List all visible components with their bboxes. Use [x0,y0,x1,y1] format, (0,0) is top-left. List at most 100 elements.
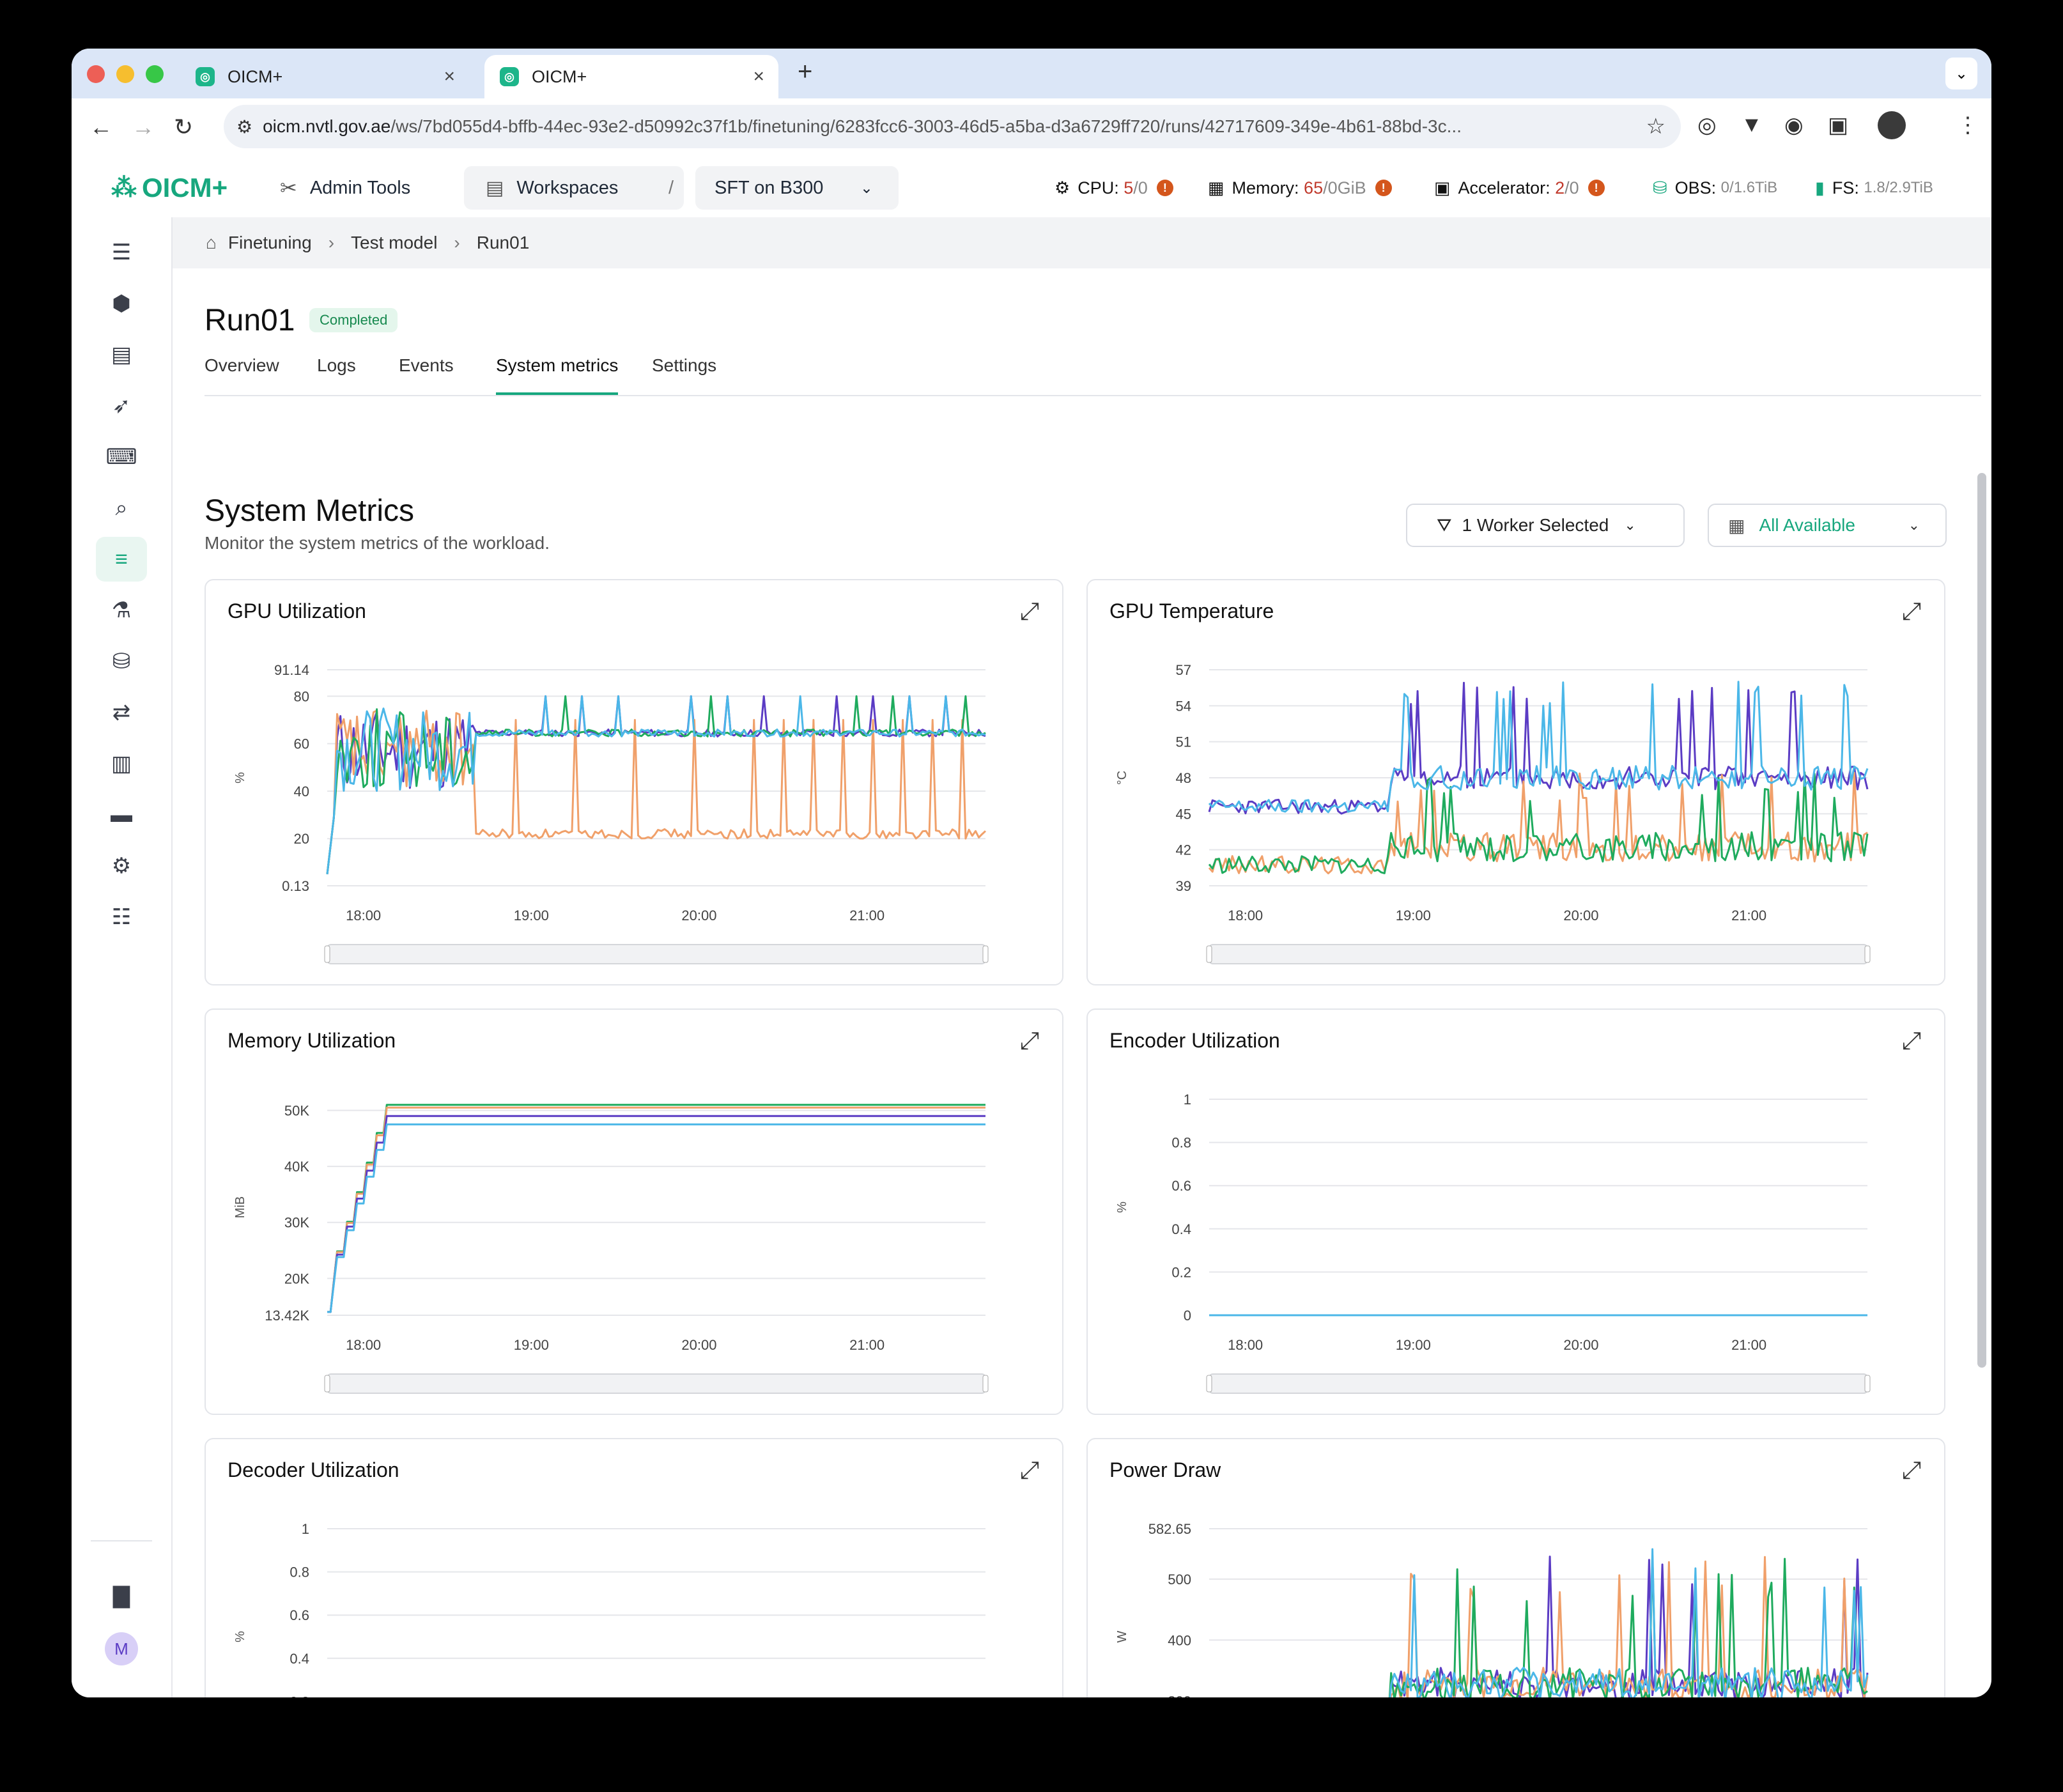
reload-icon[interactable]: ↻ [174,114,194,140]
expand-icon[interactable]: ⤢ [1901,1028,1921,1054]
admin-tools-button[interactable]: ✂ Admin Tools [280,166,410,210]
memory-series-line [327,1104,985,1313]
y-tick-label: 54 [1176,698,1191,714]
x-tick-label: 21:00 [849,1337,885,1353]
encoder-utilization-card: Encoder Utilization ⤢ 1 0.8 0.6 0.4 0.2 0% 18:… [1086,1008,1945,1415]
y-tick-label: 0 [1184,1308,1191,1324]
workspaces-button[interactable]: ▤ Workspaces [464,166,684,210]
y-tick-label: 13.42K [265,1308,309,1324]
zoom-window-icon[interactable] [146,65,164,83]
vpn-extension-icon[interactable]: ▼ [1741,112,1763,137]
zoom-slider-handle-right [1864,945,1871,963]
expand-icon[interactable]: ⤢ [1019,1028,1039,1054]
y-tick-label: 80 [294,688,309,704]
breadcrumb-test-model[interactable]: Test model [351,233,438,252]
time-range-select[interactable]: ▦ All Available ⌄ [1708,504,1947,547]
expand-icon[interactable]: ⤢ [1901,1457,1921,1484]
sidebar-item-storage-icon[interactable]: ▬ [111,802,132,827]
obs-label: OBS: [1674,178,1717,197]
sidebar-item-models-icon[interactable]: ⬢ [112,291,131,316]
y-tick-label: 300 [1168,1694,1191,1697]
memory-label: Memory: [1232,178,1299,197]
power-series-line [1389,1548,1869,1697]
sidebar-item-chip-icon[interactable]: ▥ [111,752,132,776]
zoom-slider-track [327,944,986,964]
y-tick-label: 0.2 [290,1694,309,1697]
sidebar-item-datasets-database-icon[interactable]: ⛁ [112,649,131,674]
browser-tab-1[interactable]: ◎ OICM+ × [180,55,469,98]
home-icon[interactable]: ⌂ [206,233,217,252]
zoom-slider-handle-right [982,945,989,963]
sidebar-item-deploy-rocket-icon[interactable]: ➶ [112,394,131,418]
file-icon: ▮ [1815,178,1825,197]
tab-settings[interactable]: Settings [652,355,717,375]
y-tick-label: 0.6 [1171,1178,1191,1194]
cpu-quota: ⚙ CPU: 5/0 ! [1055,158,1173,217]
user-avatar[interactable]: M [105,1632,138,1665]
back-icon[interactable]: ← [89,114,112,140]
sidebar-item-list-icon[interactable]: ☷ [111,905,132,929]
sidebar-divider [91,1540,152,1541]
logo-text: OICM+ [142,173,228,203]
tab-system-metrics[interactable]: System metrics [496,355,619,395]
y-tick-label: 57 [1176,662,1191,678]
x-tick-label: 20:00 [681,1337,716,1353]
zoom-slider-track [1209,944,1868,964]
expand-icon[interactable]: ⤢ [1019,1457,1039,1484]
docs-book-icon[interactable]: ▇ [112,1584,130,1608]
extension-icon[interactable]: ◎ [1697,113,1717,137]
admin-tools-label: Admin Tools [309,177,411,198]
menu-hamburger-icon[interactable]: ☰ [111,240,132,265]
bookmark-star-icon[interactable]: ☆ [1646,114,1665,139]
sidebar-item-settings-gear-icon[interactable]: ⚙ [111,854,132,878]
expand-icon[interactable]: ⤢ [1019,598,1039,625]
sidebar-item-code-icon[interactable]: ⌨ [105,445,137,469]
app-header: ⁂ OICM+ ✂ Admin Tools ▤ Workspaces / SFT… [72,158,1991,219]
password-extension-icon[interactable]: ◉ [1784,113,1804,137]
app-logo[interactable]: ⁂ OICM+ [111,173,228,203]
sidebar-item-dashboard-icon[interactable]: ▤ [111,343,132,367]
sidebar-item-transfer-icon[interactable]: ⇄ [112,700,131,725]
tab-search-icon[interactable]: ⌄ [1945,58,1977,89]
forward-icon[interactable]: → [132,114,155,140]
worker-filter-select[interactable]: ⛛ 1 Worker Selected ⌄ [1406,504,1685,547]
tab-logs[interactable]: Logs [317,355,356,375]
workspace-name: SFT on B300 [715,177,824,198]
memory-used: 65 [1304,178,1324,197]
y-tick-label: 0.13 [282,878,309,894]
chevron-down-icon: ⌄ [1908,517,1920,533]
close-window-icon[interactable] [87,65,105,83]
tab-overview[interactable]: Overview [205,355,279,375]
sidebar-item-analytics-icon[interactable]: ⌕ [115,495,128,520]
minimize-window-icon[interactable] [116,65,134,83]
power-draw-card: Power Draw ⤢ 582.65 500 400 300 228.44 W [1086,1438,1945,1697]
expand-icon[interactable]: ⤢ [1901,598,1921,625]
page-scrollbar[interactable] [1977,473,1986,1368]
sidebar-item-finetuning-icon[interactable]: ≡ [96,537,147,582]
fs-value: 1.8/2.9TiB [1864,179,1933,196]
sidebar-item-experiments-flask-icon[interactable]: ⚗ [111,598,132,622]
new-tab-icon[interactable]: + [798,58,813,86]
x-tick-label: 21:00 [1731,1337,1766,1353]
accelerator-total: /0 [1565,178,1579,197]
y-tick-label: 400 [1168,1632,1191,1648]
y-tick-label: 30K [284,1215,309,1231]
address-bar[interactable]: ⚙ oicm.nvtl.gov.ae/ws/7bd055d4-bffb-44ec… [224,105,1681,148]
profile-avatar[interactable] [1878,111,1906,139]
menu-kebab-icon[interactable]: ⋮ [1957,113,1979,137]
workspace-select[interactable]: SFT on B300 ⌄ [695,166,899,210]
close-tab-icon[interactable]: × [753,66,764,87]
gpu-utilization-chart: 91.14 80 60 40 20 0.13% 18:00 19:00 20:00 21:00 [233,662,989,964]
obs-value: 0/1.6TiB [1720,179,1778,196]
status-badge: Completed [309,308,398,332]
breadcrumb-finetuning[interactable]: Finetuning [228,233,312,252]
gpu-temp-series-line [1208,771,1868,875]
browser-tabstrip: ◎ OICM+ × ◎ OICM+ × + ⌄ [72,49,1991,98]
tab-events[interactable]: Events [399,355,454,375]
extensions-puzzle-icon[interactable]: ▣ [1828,113,1849,137]
close-tab-icon[interactable]: × [444,66,455,87]
browser-tab-2[interactable]: ◎ OICM+ × [484,55,778,98]
site-settings-icon[interactable]: ⚙ [236,116,253,137]
x-tick-label: 18:00 [346,908,381,923]
